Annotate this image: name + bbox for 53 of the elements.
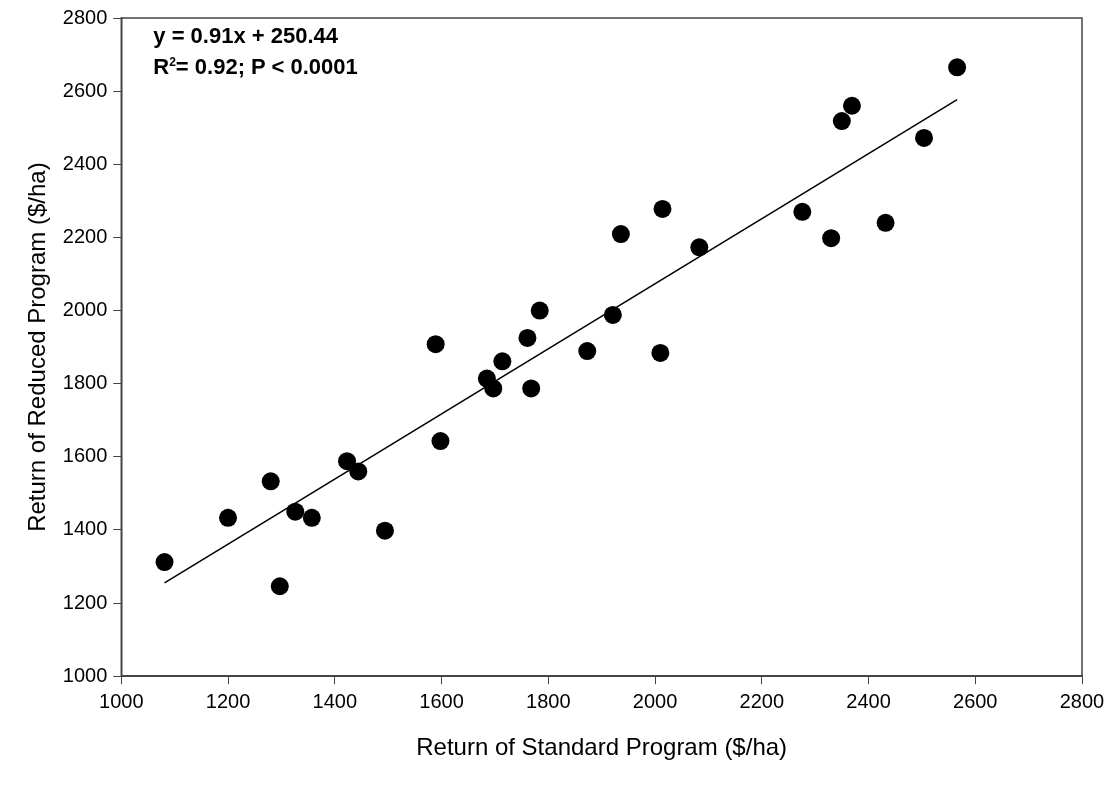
- point: [286, 502, 305, 521]
- x-tick-label: 1800: [526, 689, 571, 712]
- point: [653, 199, 672, 218]
- x-tick-label: 2800: [1059, 689, 1105, 712]
- point: [261, 472, 280, 491]
- x-axis-title: Return of Standard Program ($/ha): [416, 733, 788, 761]
- y-tick-label: 2400: [62, 151, 108, 174]
- x-tick-label: 2400: [846, 689, 891, 712]
- y-tick-label: 1800: [62, 371, 108, 394]
- point: [155, 553, 174, 572]
- point: [578, 342, 597, 361]
- x-tick-label: 2000: [632, 689, 678, 712]
- point: [338, 452, 357, 471]
- point: [484, 379, 503, 398]
- point: [793, 202, 812, 221]
- point: [219, 508, 238, 527]
- y-tick-label: 2200: [62, 224, 108, 247]
- y-axis-title: Return of Reduced Program ($/ha): [23, 162, 51, 532]
- x-tick-label: 1200: [205, 689, 251, 712]
- point: [349, 462, 368, 481]
- point: [948, 58, 967, 77]
- x-tick-label: 2600: [953, 689, 998, 712]
- point: [431, 432, 450, 451]
- point: [518, 328, 537, 347]
- point: [530, 301, 549, 320]
- annotation: R$^{2}$= 0.92; P < 0.0001: [153, 53, 358, 81]
- y-tick-label: 1600: [62, 444, 108, 467]
- point: [603, 305, 622, 324]
- y-tick-label: 2000: [62, 298, 108, 321]
- point: [611, 225, 630, 244]
- point: [876, 213, 895, 232]
- y-tick-label: 1400: [62, 517, 108, 540]
- point: [522, 379, 541, 398]
- x-tick-label: 2200: [739, 689, 785, 712]
- x-tick-label: 1400: [312, 689, 358, 712]
- point: [690, 238, 709, 257]
- point: [375, 521, 394, 540]
- point: [915, 128, 934, 147]
- point: [270, 577, 289, 596]
- point: [302, 508, 321, 527]
- annotation: y = 0.91x + 250.44: [153, 22, 339, 49]
- point: [493, 352, 512, 371]
- x-tick-label: 1000: [99, 689, 144, 712]
- point: [651, 343, 670, 362]
- y-tick-label: 2600: [62, 78, 108, 101]
- point: [426, 335, 445, 354]
- y-tick-label: 1200: [62, 590, 108, 613]
- x-tick-label: 1600: [419, 689, 464, 712]
- y-tick-label: 1000: [62, 663, 108, 686]
- point: [842, 96, 861, 115]
- point: [832, 112, 851, 131]
- y-tick-label: 2800: [62, 5, 108, 28]
- point: [822, 229, 841, 248]
